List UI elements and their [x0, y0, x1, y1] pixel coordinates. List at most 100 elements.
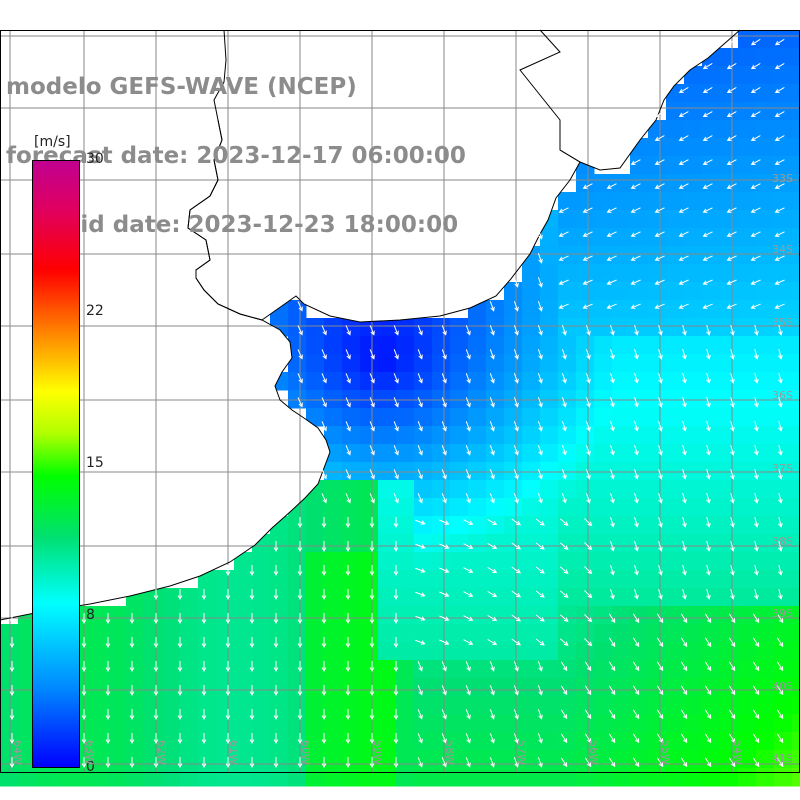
wind-arrow: [9, 757, 15, 769]
wind-arrow: [441, 325, 447, 336]
wind-cell: [774, 696, 793, 715]
wind-arrow: [584, 614, 593, 623]
wind-cell: [594, 354, 613, 373]
wind-arrow: [702, 87, 713, 94]
wind-arrow: [417, 349, 423, 360]
wind-cell: [324, 498, 343, 517]
wind-arrow: [369, 397, 375, 408]
wind-cell: [594, 444, 613, 463]
wind-cell: [522, 372, 541, 391]
wind-arrow: [417, 733, 423, 744]
wind-arrow: [774, 279, 785, 285]
wind-cell: [612, 174, 631, 193]
wind-cell: [540, 624, 559, 643]
wind-arrow: [726, 38, 737, 46]
wind-cell: [108, 768, 127, 787]
wind-cell: [558, 246, 577, 265]
wind-arrow: [393, 589, 399, 601]
longitude-label: 62W: [155, 740, 168, 765]
wind-cell: [486, 444, 505, 463]
wind-cell: [126, 732, 145, 751]
wind-cell: [288, 732, 307, 751]
wind-cell: [180, 732, 199, 751]
wind-arrow: [654, 135, 665, 141]
wind-cell: [432, 462, 451, 481]
wind-cell: [702, 696, 721, 715]
wind-arrow: [201, 661, 207, 673]
wind-arrow: [489, 421, 495, 432]
latitude-label: 34S: [772, 243, 793, 256]
wind-cell: [720, 120, 739, 139]
wind-cell: [90, 732, 109, 751]
wind-cell: [774, 210, 793, 229]
wind-cell: [612, 372, 631, 391]
wind-cell: [666, 642, 685, 661]
wind-cell: [666, 102, 685, 121]
wind-cell: [378, 318, 397, 337]
wind-cell: [648, 498, 667, 517]
wind-cell: [666, 462, 685, 481]
wind-cell: [540, 534, 559, 553]
wind-cell: [234, 606, 253, 625]
wind-cell: [558, 408, 577, 427]
wind-arrow: [584, 638, 593, 647]
wind-cell: [540, 300, 559, 319]
wind-arrow: [463, 615, 474, 621]
wind-cell: [288, 660, 307, 679]
wind-cell: [324, 480, 343, 499]
wind-cell: [90, 660, 109, 679]
wind-cell: [180, 642, 199, 661]
wind-cell: [720, 606, 739, 625]
wind-cell: [306, 408, 325, 427]
wind-cell: [468, 336, 487, 355]
wind-cell: [360, 642, 379, 661]
wind-arrow: [680, 613, 688, 624]
wind-cell: [486, 462, 505, 481]
wind-cell: [648, 372, 667, 391]
wind-arrow: [489, 493, 495, 504]
wind-cell: [756, 714, 775, 733]
wind-arrow: [489, 685, 495, 696]
wind-arrow: [345, 373, 351, 384]
wind-cell: [648, 480, 667, 499]
wind-cell: [756, 678, 775, 697]
wind-arrow: [584, 542, 593, 551]
wind-arrow: [706, 325, 711, 336]
wind-arrow: [774, 207, 785, 213]
wind-cell: [774, 336, 793, 355]
wind-cell: [216, 678, 235, 697]
wind-arrow: [439, 639, 450, 645]
wind-cell: [288, 300, 307, 319]
wind-cell: [630, 750, 649, 769]
wind-arrow: [658, 517, 663, 528]
wind-cell: [702, 750, 721, 769]
wind-cell: [702, 282, 721, 301]
wind-arrow: [754, 517, 759, 528]
longitude-label: 61W: [227, 740, 240, 765]
wind-cell: [378, 768, 397, 787]
wind-arrow: [537, 469, 543, 480]
wind-arrow: [345, 445, 351, 456]
wind-cell: [756, 498, 775, 517]
wind-cell: [702, 552, 721, 571]
wind-cell: [486, 570, 505, 589]
wind-cell: [738, 696, 757, 715]
wind-cell: [630, 228, 649, 247]
wind-arrow: [658, 589, 663, 600]
wind-cell: [450, 696, 469, 715]
wind-cell: [720, 642, 739, 661]
wind-cell: [684, 228, 703, 247]
wind-cell: [666, 318, 685, 337]
wind-cell: [684, 768, 703, 787]
wind-arrow: [656, 661, 664, 672]
wind-cell: [648, 300, 667, 319]
wind-cell: [522, 588, 541, 607]
wind-cell: [684, 552, 703, 571]
wind-arrow: [465, 397, 471, 408]
wind-cell: [270, 642, 289, 661]
wind-arrow: [393, 493, 399, 504]
wind-arrow: [321, 493, 327, 504]
wind-arrow: [441, 733, 447, 744]
wind-arrow: [754, 397, 759, 408]
wind-cell: [360, 372, 379, 391]
